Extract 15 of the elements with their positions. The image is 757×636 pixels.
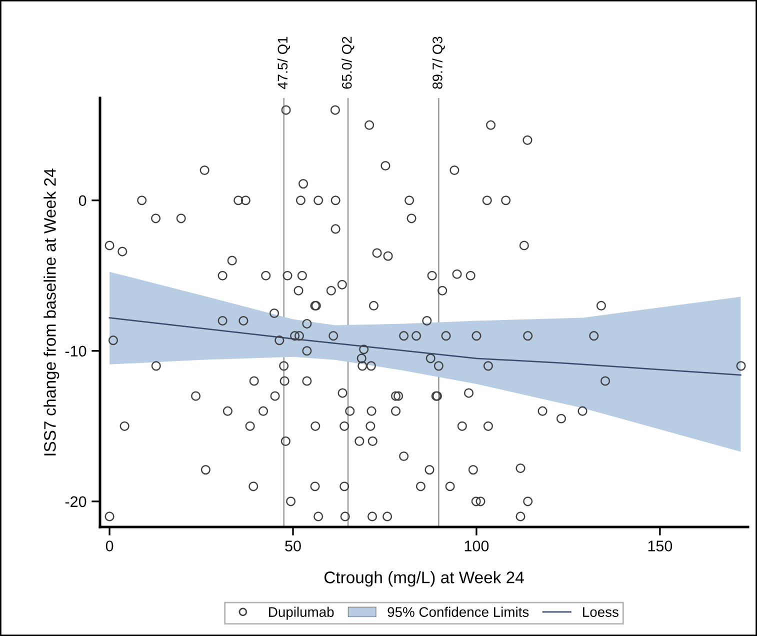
- ref-line-label: 47.5/ Q1: [277, 36, 290, 90]
- x-tick-label: 150: [648, 540, 672, 552]
- x-axis-title: Ctrough (mg/L) at Week 24: [324, 571, 524, 587]
- x-tick-label: 0: [106, 540, 114, 552]
- y-tick-label: -20: [65, 496, 86, 508]
- x-tick-label: 50: [285, 540, 301, 552]
- y-tick-label: -10: [65, 346, 86, 357]
- ref-line-label: 65.0/ Q2: [342, 36, 354, 89]
- x-tick-label: 100: [464, 540, 489, 552]
- legend-label: Loess: [583, 607, 618, 617]
- y-axis-title: ISS7 change from baseline at Week 24: [44, 168, 60, 456]
- ref-line-label: 89.7/ Q3: [432, 36, 445, 89]
- legend-label: Dupilumab: [269, 606, 334, 620]
- legend-label: 95% Confidence Limits: [388, 606, 529, 617]
- y-tick-label: 0: [78, 195, 86, 206]
